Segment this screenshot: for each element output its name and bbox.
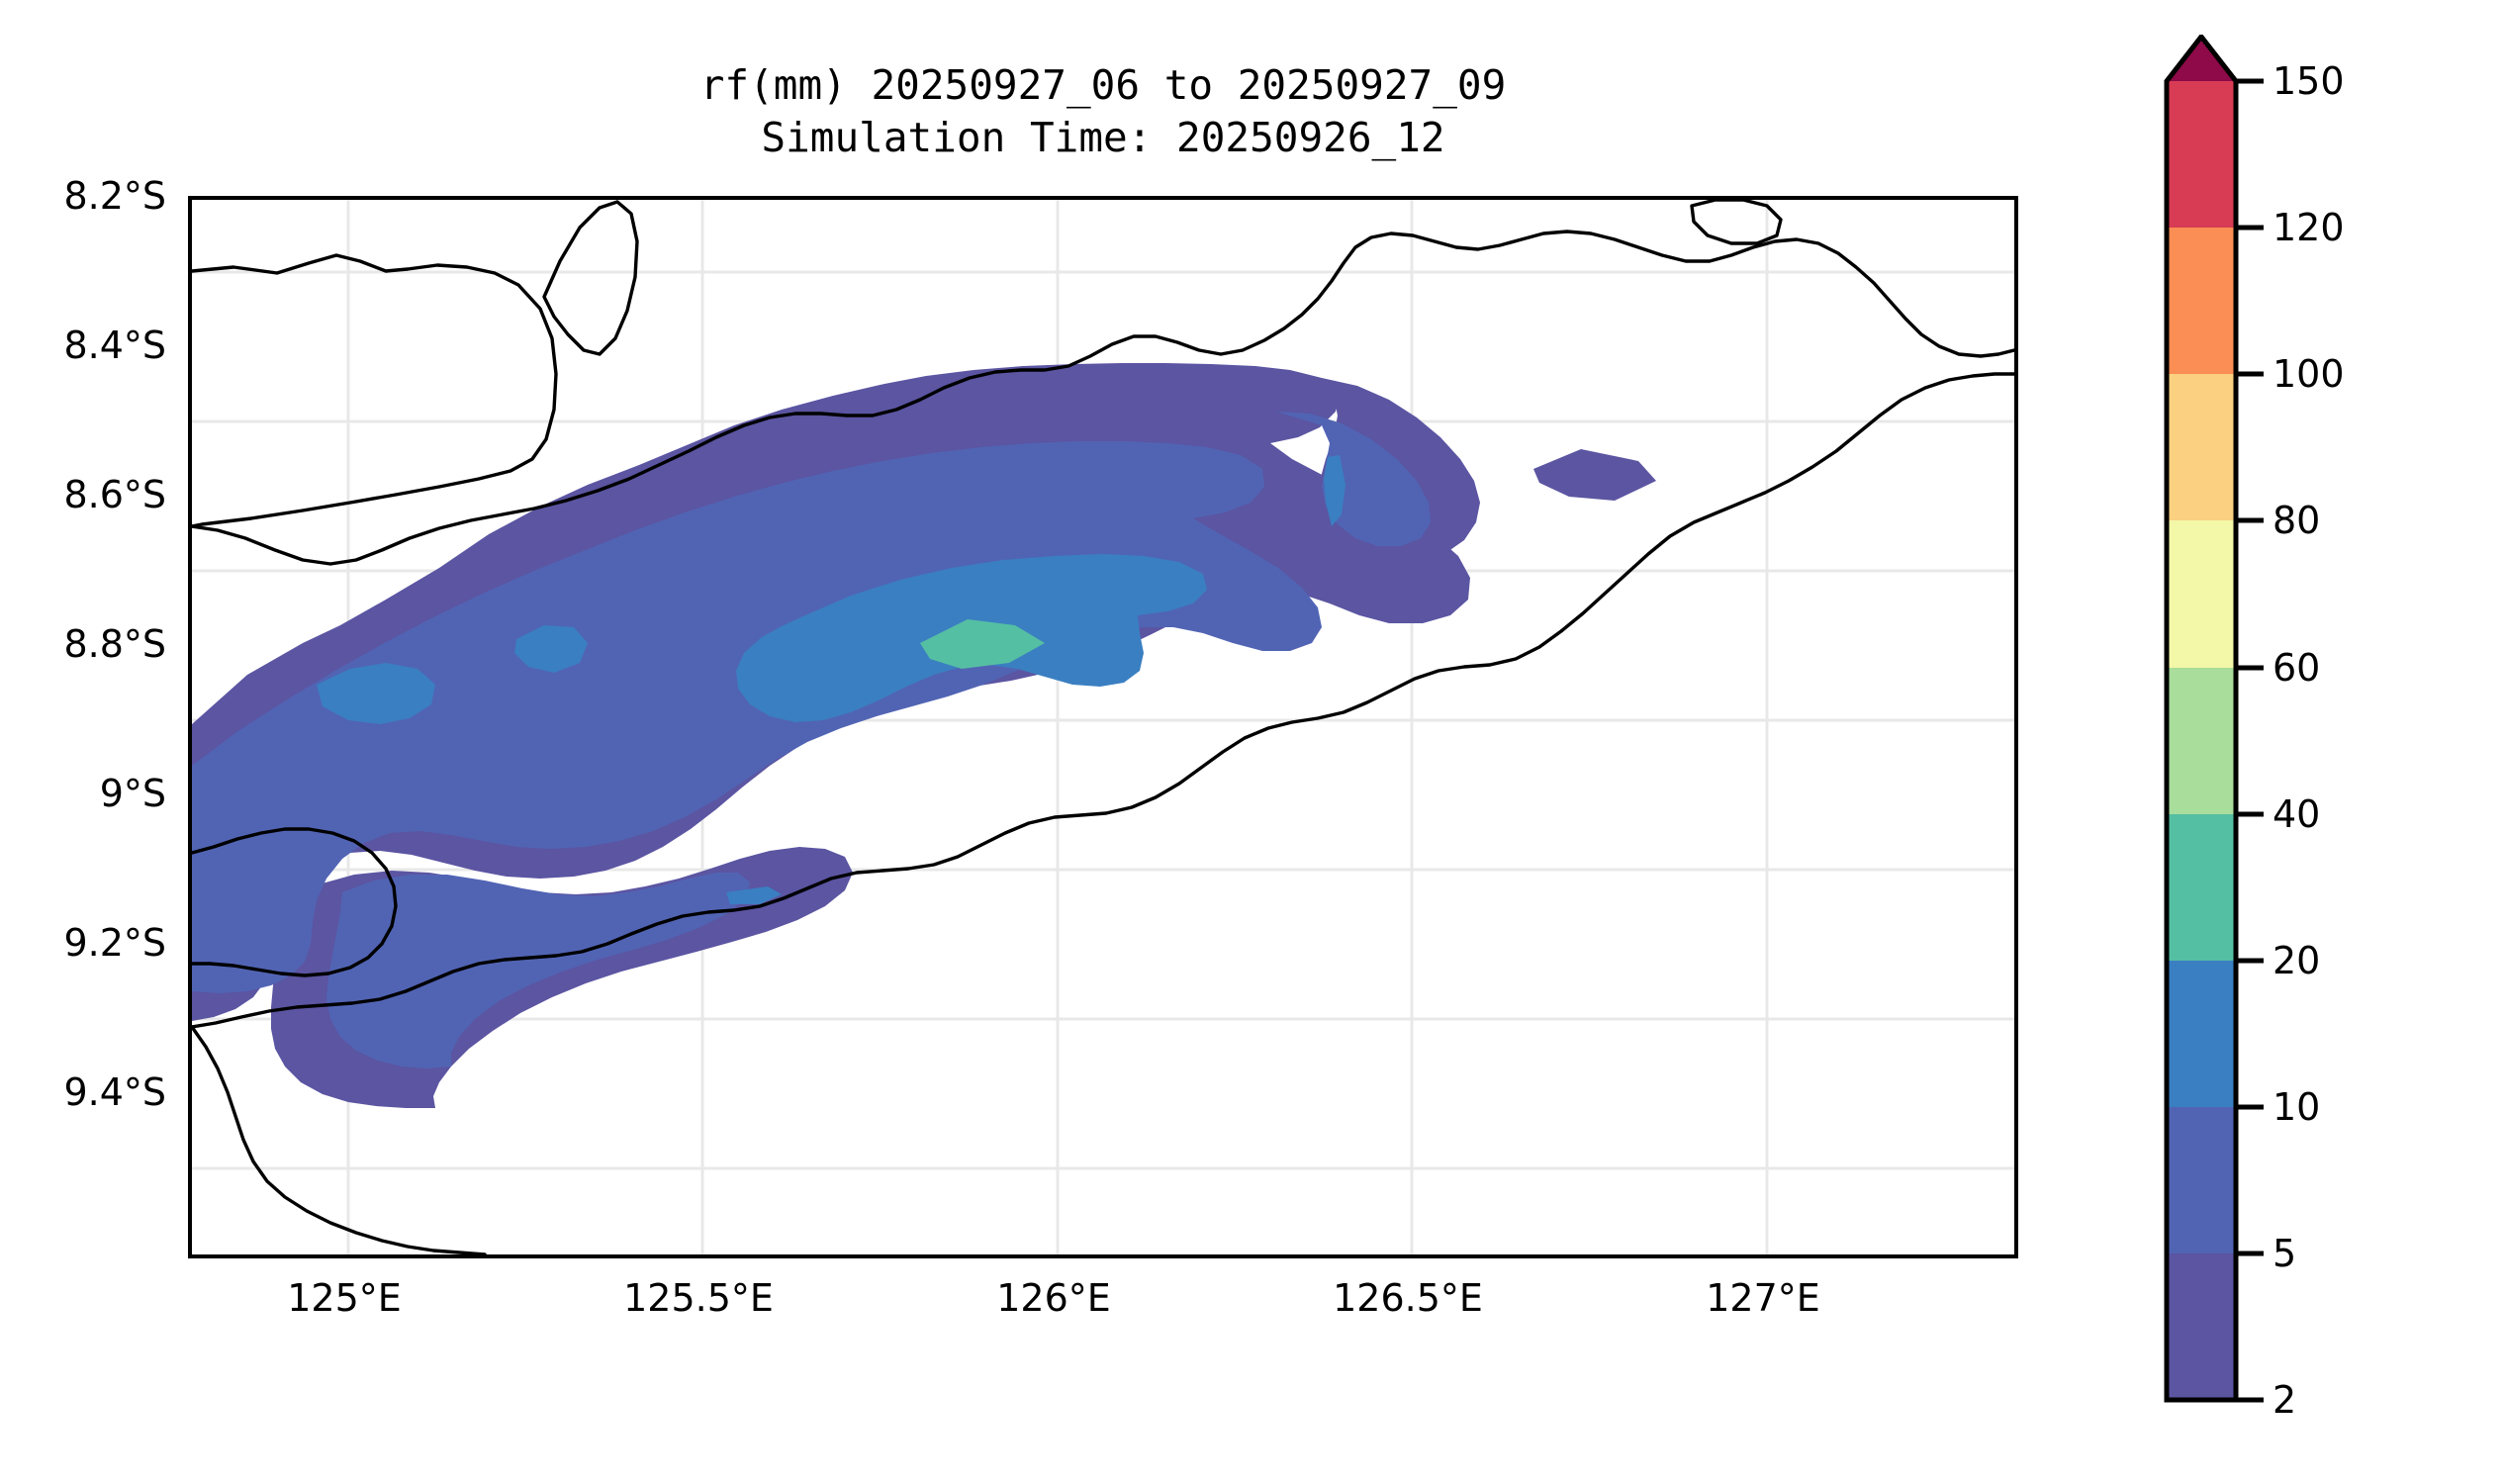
colorbar-outline — [2164, 35, 2239, 1403]
cb-band-over-150 — [2167, 37, 2236, 81]
cb-band-100-120 — [2167, 228, 2236, 374]
x-tick-label: 126°E — [996, 1276, 1111, 1320]
cb-tick-label: 40 — [2272, 792, 2321, 836]
colorbar-bands — [2167, 37, 2236, 1400]
coastline-paths — [192, 200, 2014, 1254]
chart-title-line1: rf(mm) 20250927_06 to 20250927_09 — [699, 61, 1507, 109]
cb-tick-label: 20 — [2272, 939, 2321, 982]
cb-band-10-20 — [2167, 961, 2236, 1107]
y-tick-label: 8.6°S — [63, 473, 166, 516]
cb-tick-label: 80 — [2272, 499, 2321, 542]
map-contour-canvas — [192, 200, 2014, 1254]
y-tick-label: 9°S — [99, 772, 166, 815]
cb-band-20-40 — [2167, 814, 2236, 961]
x-tick-label: 125°E — [287, 1276, 402, 1320]
cb-tick-label: 2 — [2272, 1378, 2297, 1422]
colorbar-canvas — [2164, 35, 2264, 1403]
contour-band-20-40 — [920, 619, 1045, 669]
y-tick-label: 9.2°S — [63, 921, 166, 965]
cb-tick-label: 60 — [2272, 646, 2321, 690]
x-tick-label: 127°E — [1706, 1276, 1820, 1320]
cb-tick-label: 10 — [2272, 1085, 2321, 1129]
y-tick-label: 8.8°S — [63, 622, 166, 666]
cb-band-80-100 — [2167, 374, 2236, 520]
x-axis-tick-labels: 125°E 125.5°E 126°E 126.5°E 127°E — [188, 1276, 2018, 1336]
cb-band-2-5 — [2167, 1253, 2236, 1400]
cb-band-40-60 — [2167, 668, 2236, 814]
y-tick-label: 8.4°S — [63, 324, 166, 367]
chart-title-line2: Simulation Time: 20250926_12 — [761, 114, 1445, 162]
cb-band-60-80 — [2167, 520, 2236, 668]
y-tick-label: 9.4°S — [63, 1070, 166, 1114]
cb-tick-label: 150 — [2272, 59, 2345, 103]
cb-band-5-10 — [2167, 1107, 2236, 1253]
cb-tick-label: 5 — [2272, 1232, 2297, 1275]
colorbar[interactable]: 2 5 10 20 40 60 80 100 120 150 — [2122, 35, 2478, 1439]
colorbar-ticks — [2236, 78, 2264, 1403]
y-tick-label: 8.2°S — [63, 174, 166, 218]
x-tick-label: 126.5°E — [1333, 1276, 1483, 1320]
cb-tick-label: 120 — [2272, 206, 2345, 249]
x-tick-label: 125.5°E — [623, 1276, 774, 1320]
cb-tick-label: 100 — [2272, 352, 2345, 396]
cb-band-120-150 — [2167, 81, 2236, 228]
map-plot-area[interactable] — [188, 196, 2018, 1258]
chart-title: rf(mm) 20250927_06 to 20250927_09 Simula… — [188, 59, 2018, 165]
y-axis-tick-labels: 8.2°S 8.4°S 8.6°S 8.8°S 9°S 9.2°S 9.4°S — [0, 174, 166, 1258]
